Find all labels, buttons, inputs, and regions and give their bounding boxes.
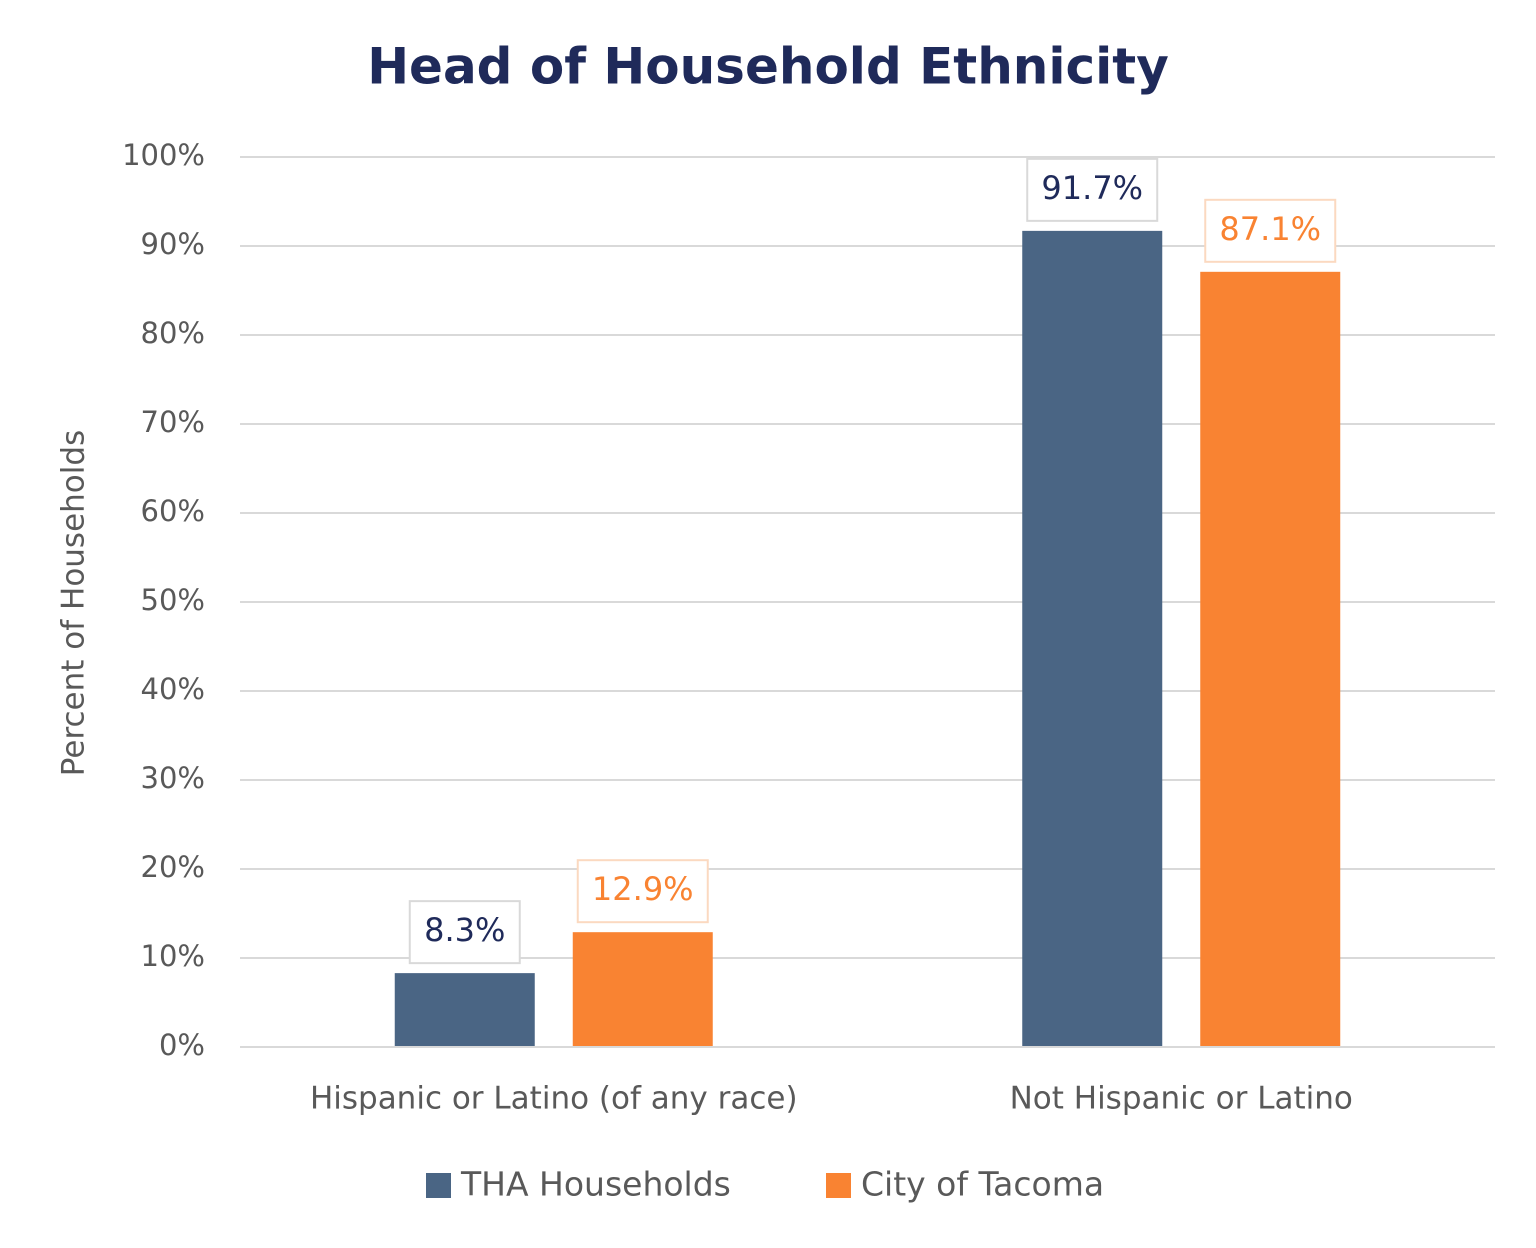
y-tick-label: 40% — [141, 672, 205, 706]
y-tick-label: 50% — [141, 583, 205, 617]
x-tick-label: Not Hispanic or Latino — [1010, 1081, 1353, 1117]
y-tick-label: 60% — [141, 494, 205, 528]
y-tick-label: 90% — [141, 227, 205, 261]
value-label: 8.3% — [424, 911, 505, 949]
legend-label: THA Households — [460, 1165, 731, 1204]
value-label-box — [576, 859, 709, 924]
value-label-box — [1204, 198, 1337, 263]
bar — [1200, 271, 1341, 1047]
value-label-box — [1026, 157, 1159, 222]
bar — [394, 973, 535, 1047]
value-label: 91.7% — [1041, 169, 1143, 207]
y-tick-label: 100% — [122, 138, 205, 172]
legend-swatch — [826, 1173, 851, 1198]
bar — [1022, 230, 1163, 1047]
x-tick-label: Hispanic or Latino (of any race) — [310, 1081, 798, 1117]
legend-label: City of Tacoma — [861, 1165, 1104, 1204]
value-label: 12.9% — [592, 870, 694, 908]
y-tick-label: 10% — [141, 939, 205, 973]
value-label-box — [408, 900, 521, 965]
y-tick-label: 80% — [141, 316, 205, 350]
y-axis-title: Percent of Households — [56, 430, 92, 776]
value-label: 87.1% — [1219, 210, 1321, 248]
y-tick-label: 20% — [141, 850, 205, 884]
y-tick-label: 0% — [159, 1028, 205, 1062]
bar — [572, 932, 713, 1047]
legend-swatch — [426, 1173, 451, 1198]
chart-title: Head of Household Ethnicity — [367, 38, 1169, 96]
y-tick-label: 30% — [141, 761, 205, 795]
y-tick-label: 70% — [141, 405, 205, 439]
